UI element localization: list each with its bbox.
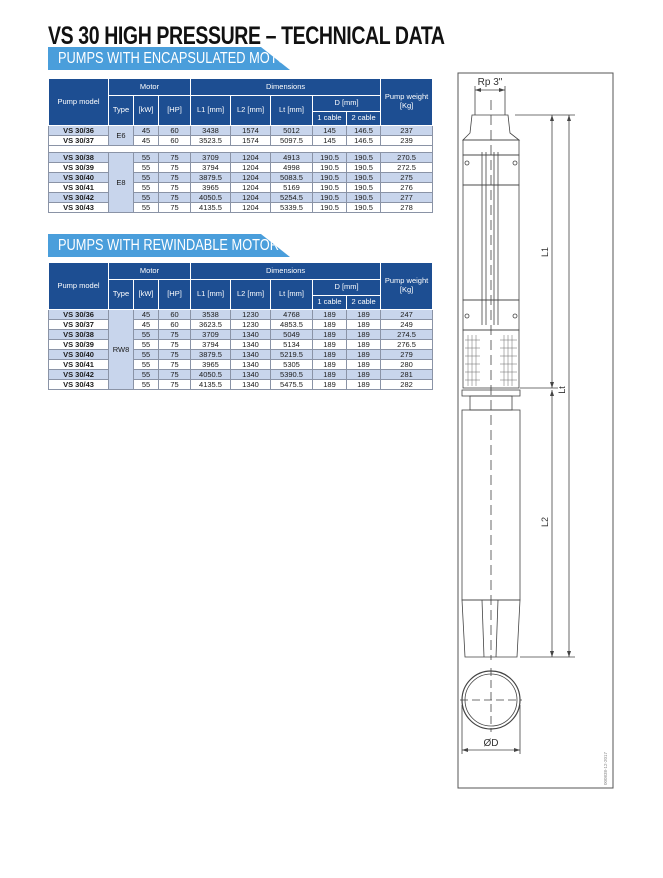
header-hp: [HP] [157,279,192,310]
encapsulated-motor-table: Pump model Motor Dimensions Pump weight [Kg… [47,78,434,213]
l2-label: L2 [540,517,550,527]
drawing-frame [457,72,614,789]
l1-label: L1 [540,247,550,257]
table-row: VS 30/38 55 75 3709 1340 5049 189 189 274.5 [48,329,434,340]
header-d: D [mm] [312,95,382,112]
cell-weight: 278 [380,202,434,213]
table-row: VS 30/39 55 75 3794 1340 5134 189 189 276.5 [48,339,434,350]
table-row: VS 30/38 E8 55 75 3709 1204 4913 190.5 190.5 270.… [48,152,434,213]
table-row: VS 30/36 E6 45 60 3438 1574 5012 145 146.5 237 [48,125,434,146]
section-banner-rewindable: PUMPS WITH REWINDABLE MOTOR [48,234,290,257]
pump-outline [460,86,575,754]
header-lt: Lt [mm] [270,95,314,126]
header-kw: [kW] [133,95,159,126]
table-row: VS 30/36 RW8 45 60 3538 1230 4768 189 189 247 [48,309,434,390]
header-dimensions: Dimensions [190,262,382,280]
table-row: VS 30/37 45 60 3523.5 1574 5097.5 145 146.5 239 [48,135,434,146]
section-heading: PUMPS WITH REWINDABLE MOTOR [58,237,279,254]
table-row: VS 30/40 55 75 3879.5 1204 5083.5 190.5 190.5 27… [48,172,434,183]
cell-d-2-cable: 189 [346,379,382,390]
header-l1: L1 [mm] [190,279,232,310]
drawing-code: 000838-12-2017 [603,751,608,785]
header-1-cable: 1 cable [312,111,348,126]
page-title: VS 30 HIGH PRESSURE – TECHNICAL DATA [48,22,445,50]
cell-hp: 75 [157,379,192,390]
header-motor: Motor [107,262,192,280]
header-d: D [mm] [312,279,382,296]
header-l2: L2 [mm] [230,279,272,310]
rewindable-motor-table: Pump model Motor Dimensions Pump weight [Kg… [48,262,434,390]
table-row: VS 30/43 55 75 4135.5 1340 5475.5 189 189 282 [48,379,434,390]
header-l1: L1 [mm] [190,95,232,126]
cell-motor-type: RW8 [108,309,134,390]
table-row: VS 30/40 55 75 3879.5 1340 5219.5 189 189 279 [48,349,434,360]
header-hp: [HP] [157,95,192,126]
table-row: VS 30/41 55 75 3965 1340 5305 189 189 280 [48,359,434,370]
header-weight: Pump weight [Kg] [380,78,434,126]
table-row: VS 30/43 55 75 4135.5 1204 5339.5 190.5 190.5 27… [48,202,434,213]
header-pump-model: Pump model [48,262,109,310]
cell-pump-model: VS 30/43 [48,202,109,213]
header-lt: Lt [mm] [270,279,314,310]
diameter-label: ØD [484,738,499,749]
cell-weight: 282 [380,379,434,390]
cell-motor-type: E8 [108,152,134,213]
cell-pump-model: VS 30/43 [48,379,109,390]
dimension-arrows [462,88,571,752]
header-kw: [kW] [133,279,159,310]
cell-d-2-cable: 190.5 [346,202,382,213]
cell-motor-type: E6 [108,125,134,146]
section-banner-encapsulated: PUMPS WITH ENCAPSULATED MOTOR [48,47,290,70]
lt-label: Lt [557,386,567,394]
header-weight: Pump weight [Kg] [380,262,434,310]
header-l2: L2 [mm] [230,95,272,126]
cell-hp: 75 [157,202,192,213]
section-heading: PUMPS WITH ENCAPSULATED MOTOR [58,50,297,67]
header-type: Type [108,95,134,126]
rp-label: Rp 3" [478,77,503,88]
